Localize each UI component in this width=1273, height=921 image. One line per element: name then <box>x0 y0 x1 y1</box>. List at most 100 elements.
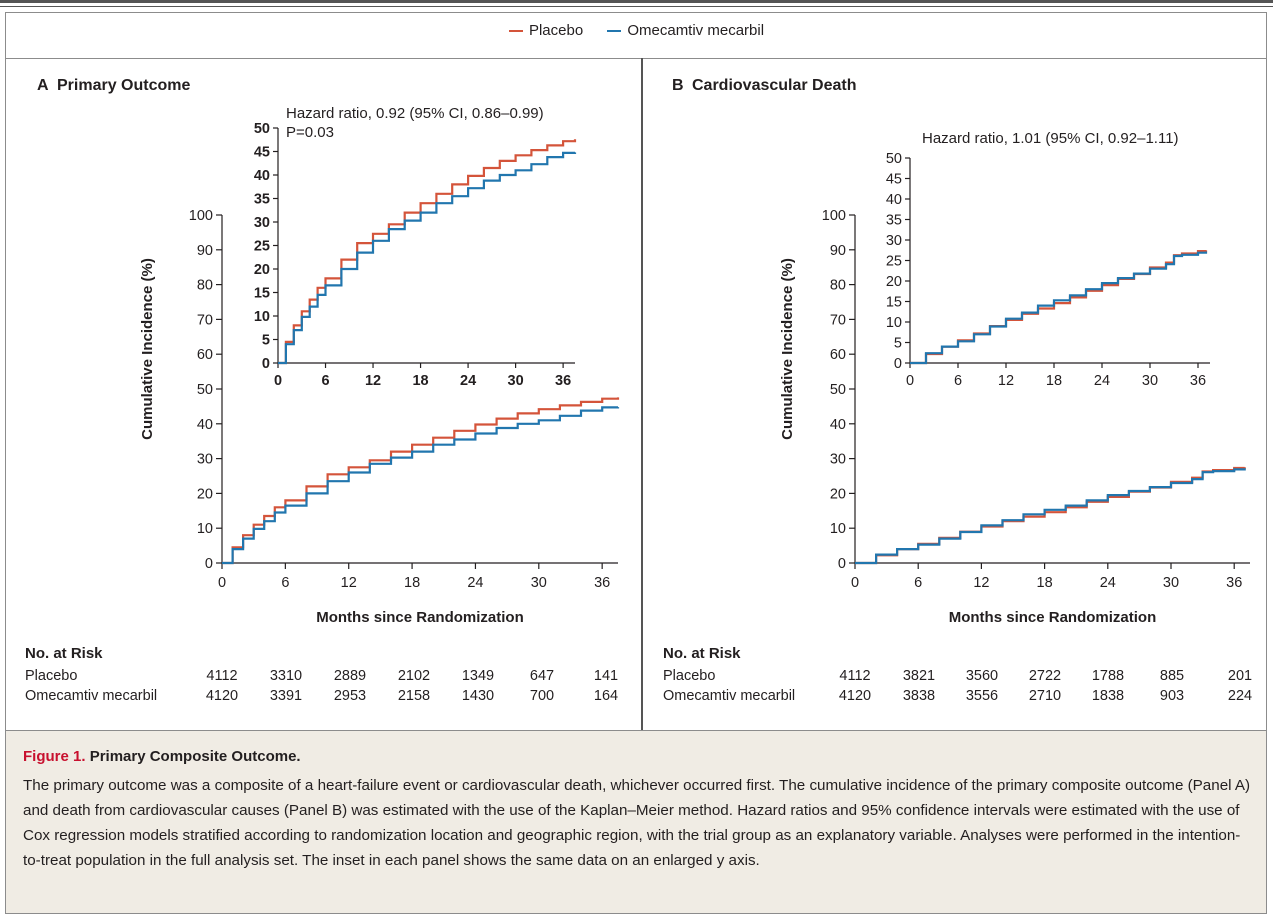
y-tick-label: 60 <box>830 347 846 363</box>
x-tick-label: 18 <box>404 575 420 591</box>
inset-x-tick-label: 12 <box>998 373 1014 389</box>
inset-annotation: P=0.03 <box>286 124 334 141</box>
legend-divider <box>5 58 1267 59</box>
x-tick-label: 12 <box>341 575 357 591</box>
legend-item-omecamtiv: Omecamtiv mecarbil <box>607 22 764 39</box>
risk-table-cell: 2102 <box>398 668 430 684</box>
risk-table-row-label: Omecamtiv mecarbil <box>663 688 795 704</box>
x-axis-label: Months since Randomization <box>316 609 524 626</box>
inset-y-tick-label: 40 <box>254 168 270 184</box>
panel-b: B Cardiovascular Death0102030405060708090… <box>663 77 1252 704</box>
risk-table-cell: 2953 <box>334 688 366 704</box>
chart-legend: Placebo Omecamtiv mecarbil <box>0 22 1273 39</box>
risk-table-row-label: Omecamtiv mecarbil <box>25 688 157 704</box>
legend-swatch-placebo <box>508 30 523 33</box>
risk-table-cell: 2158 <box>398 688 430 704</box>
caption-background <box>6 731 1266 913</box>
risk-table-cell: 903 <box>1160 688 1184 704</box>
x-tick-label: 24 <box>1100 575 1116 591</box>
inset-x-tick-label: 18 <box>412 373 428 389</box>
inset-y-tick-label: 25 <box>254 239 270 255</box>
series-line-omecamtiv <box>855 468 1246 565</box>
inset-y-tick-label: 5 <box>894 336 902 352</box>
x-axis-label: Months since Randomization <box>949 609 1157 626</box>
risk-table-cell: 885 <box>1160 668 1184 684</box>
panel-label: A <box>37 77 49 94</box>
inset-y-tick-label: 20 <box>254 262 270 278</box>
risk-table-row-label: Placebo <box>25 668 77 684</box>
inset-x-tick-label: 24 <box>1094 373 1110 389</box>
top-rule-thin <box>0 6 1273 7</box>
y-tick-label: 30 <box>830 452 846 468</box>
inset-chart: 0 5 10 15 20 25 30 35 40 45 50 0 6 12 18 24 30 36 Hazard r… <box>872 130 1212 391</box>
risk-table-cell: 1349 <box>462 668 494 684</box>
series-line-placebo <box>222 397 620 565</box>
risk-table-heading: No. at Risk <box>663 645 741 662</box>
inset-y-tick-label: 0 <box>894 356 902 372</box>
risk-table-cell: 647 <box>530 668 554 684</box>
inset-chart: 0 5 10 15 20 25 30 35 40 45 50 0 6 12 18 24 30 36 Hazard r… <box>240 105 577 391</box>
inset-x-tick-label: 24 <box>460 373 476 389</box>
x-tick-label: 30 <box>1163 575 1179 591</box>
x-tick-label: 12 <box>973 575 989 591</box>
x-tick-label: 24 <box>467 575 483 591</box>
y-tick-label: 90 <box>197 243 213 259</box>
inset-y-tick-label: 15 <box>886 295 902 311</box>
risk-table-cell: 141 <box>594 668 618 684</box>
inset-y-tick-label: 10 <box>886 315 902 331</box>
y-tick-label: 50 <box>197 382 213 398</box>
risk-table-cell: 2889 <box>334 668 366 684</box>
y-tick-label: 20 <box>830 486 846 502</box>
y-tick-label: 0 <box>838 556 846 572</box>
inset-series-line-omecamtiv <box>910 251 1208 365</box>
inset-y-tick-label: 50 <box>886 151 902 167</box>
inset-y-tick-label: 40 <box>886 192 902 208</box>
inset-y-tick-label: 50 <box>254 121 270 137</box>
x-tick-label: 0 <box>218 575 226 591</box>
risk-table-cell: 700 <box>530 688 554 704</box>
inset-y-tick-label: 20 <box>886 274 902 290</box>
risk-table-cell: 224 <box>1228 688 1252 704</box>
inset-x-tick-label: 18 <box>1046 373 1062 389</box>
y-tick-label: 40 <box>830 417 846 433</box>
y-tick-label: 70 <box>197 312 213 328</box>
x-tick-label: 6 <box>281 575 289 591</box>
y-tick-label: 20 <box>197 486 213 502</box>
risk-table-cell: 3310 <box>270 668 302 684</box>
risk-table-cell: 3821 <box>903 668 935 684</box>
inset-x-tick-label: 6 <box>321 373 329 389</box>
inset-y-tick-label: 30 <box>886 233 902 249</box>
inset-x-tick-label: 36 <box>555 373 571 389</box>
risk-table-row-label: Placebo <box>663 668 715 684</box>
inset-x-tick-label: 0 <box>906 373 914 389</box>
legend-label-placebo: Placebo <box>528 22 584 39</box>
series-line-omecamtiv <box>222 406 620 565</box>
panel-title: Primary Outcome <box>57 77 190 94</box>
inset-y-tick-label: 45 <box>254 145 270 161</box>
risk-table-cell: 4120 <box>206 688 238 704</box>
inset-y-tick-label: 30 <box>254 215 270 231</box>
caption-figure-label: Figure 1. <box>23 748 86 765</box>
inset-y-tick-label: 25 <box>886 254 902 270</box>
legend-label-omecamtiv: Omecamtiv mecarbil <box>627 22 765 39</box>
inset-x-tick-label: 12 <box>365 373 381 389</box>
inset-x-tick-label: 30 <box>1142 373 1158 389</box>
panel-label: B <box>672 77 684 94</box>
y-axis-label: Cumulative Incidence (%) <box>139 258 156 440</box>
inset-x-tick-label: 6 <box>954 373 962 389</box>
risk-table-cell: 2710 <box>1029 688 1061 704</box>
risk-table-cell: 201 <box>1228 668 1252 684</box>
panel-title: Cardiovascular Death <box>692 77 857 94</box>
y-tick-label: 80 <box>830 278 846 294</box>
legend-swatch-omecamtiv <box>607 30 622 33</box>
y-tick-label: 40 <box>197 417 213 433</box>
x-tick-label: 6 <box>914 575 922 591</box>
inset-y-tick-label: 10 <box>254 309 270 325</box>
caption-title-text: Primary Composite Outcome. <box>89 748 301 765</box>
caption-divider <box>5 730 1267 731</box>
inset-y-tick-label: 45 <box>886 172 902 188</box>
risk-table-cell: 3560 <box>966 668 998 684</box>
y-tick-label: 50 <box>830 382 846 398</box>
y-tick-label: 10 <box>830 521 846 537</box>
